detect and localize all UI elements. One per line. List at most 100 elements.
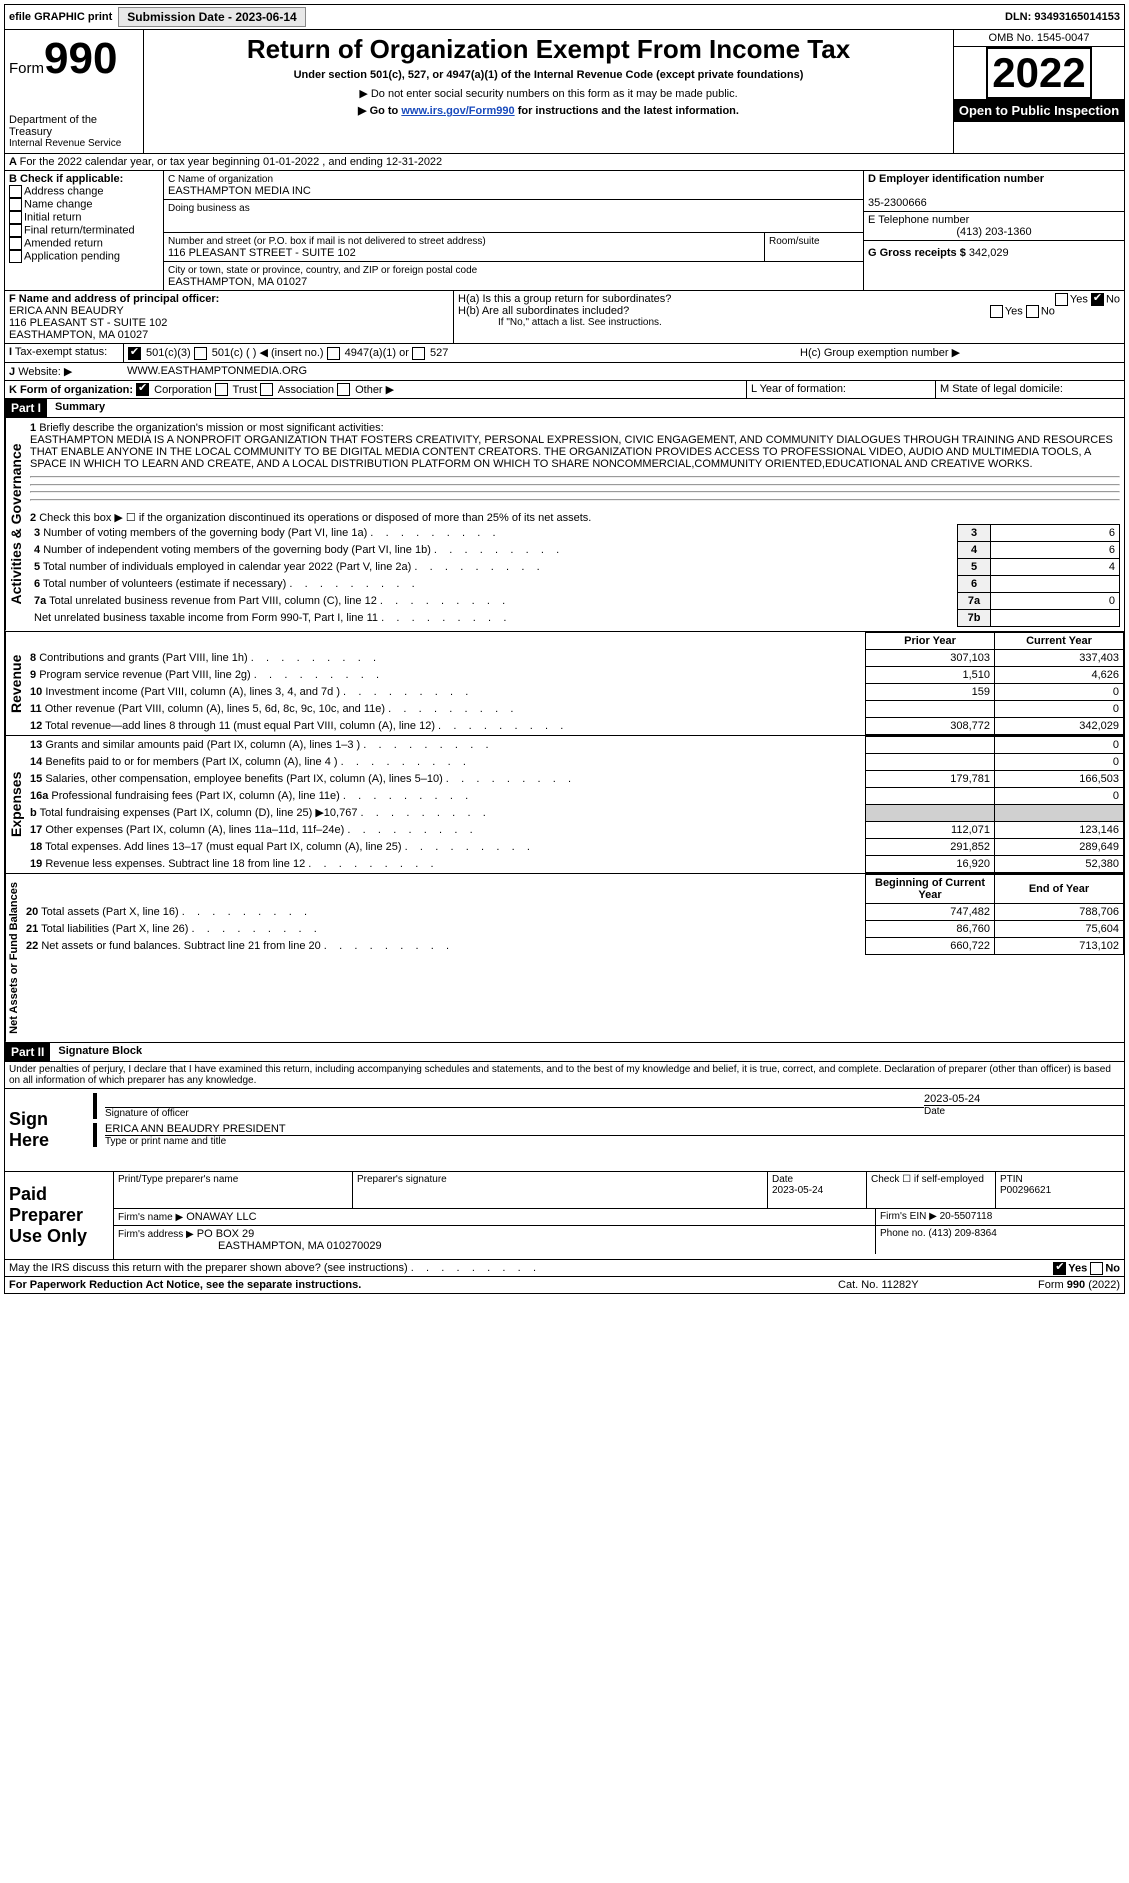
checkbox-application-pending[interactable]: Application pending: [9, 250, 159, 263]
rev-row: 12 Total revenue—add lines 8 through 11 …: [26, 717, 1124, 734]
E-label: E Telephone number: [868, 214, 969, 226]
gross-receipts: 342,029: [969, 247, 1009, 259]
governance-section: Activities & Governance 1 Briefly descri…: [5, 418, 1124, 632]
prep-date: 2023-05-24: [772, 1185, 823, 1196]
irs-label: Internal Revenue Service: [9, 138, 139, 149]
firm-name: ONAWAY LLC: [186, 1211, 256, 1223]
part2-header: Part II Signature Block: [5, 1043, 1124, 1062]
exp-row: 13 Grants and similar amounts paid (Part…: [26, 736, 1124, 753]
exp-row: 17 Other expenses (Part IX, column (A), …: [26, 821, 1124, 838]
gov-row: 7a Total unrelated business revenue from…: [30, 592, 1120, 609]
tax-year: 2022: [986, 47, 1091, 99]
room-label: Room/suite: [769, 236, 820, 247]
Hc-label: H(c) Group exemption number ▶: [796, 344, 1124, 362]
ptin: P00296621: [1000, 1185, 1051, 1196]
efile-label: efile GRAPHIC print: [9, 11, 112, 23]
rev-row: 10 Investment income (Part VIII, column …: [26, 683, 1124, 700]
perjury-declaration: Under penalties of perjury, I declare th…: [5, 1062, 1124, 1089]
section-I: I Tax-exempt status: ✔ 501(c)(3) 501(c) …: [5, 344, 1124, 363]
goto-note: ▶ Go to www.irs.gov/Form990 for instruct…: [148, 104, 949, 117]
irs-link[interactable]: www.irs.gov/Form990: [401, 105, 514, 117]
checkbox-amended-return[interactable]: Amended return: [9, 237, 159, 250]
city-label: City or town, state or province, country…: [168, 265, 477, 276]
self-employed-check[interactable]: Check ☐ if self-employed: [867, 1172, 996, 1208]
officer-name: ERICA ANN BEAUDRY: [9, 305, 124, 317]
checkbox-initial-return[interactable]: Initial return: [9, 211, 159, 224]
Hb-label: H(b) Are all subordinates included?: [458, 305, 629, 317]
Hb-note: If "No," attach a list. See instructions…: [458, 317, 1120, 328]
discuss-row: May the IRS discuss this return with the…: [5, 1260, 1124, 1277]
footer: For Paperwork Reduction Act Notice, see …: [5, 1277, 1124, 1293]
checkbox-final-return-terminated[interactable]: Final return/terminated: [9, 224, 159, 237]
M-label: M State of legal domicile:: [936, 381, 1124, 399]
net-row: 20 Total assets (Part X, line 16)747,482…: [22, 903, 1124, 920]
section-BCDEG: B Check if applicable: Address changeNam…: [5, 171, 1124, 291]
firm-ein: 20-5507118: [940, 1211, 993, 1222]
checkbox-address-change[interactable]: Address change: [9, 185, 159, 198]
line-A: A For the 2022 calendar year, or tax yea…: [5, 154, 1124, 171]
gov-row: 4 Number of independent voting members o…: [30, 541, 1120, 558]
form-footer: Form 990 (2022): [1038, 1279, 1120, 1291]
paid-preparer-block: Paid Preparer Use Only Print/Type prepar…: [5, 1172, 1124, 1260]
prep-name-label: Print/Type preparer's name: [114, 1172, 353, 1208]
net-row: 22 Net assets or fund balances. Subtract…: [22, 937, 1124, 954]
exp-row: 15 Salaries, other compensation, employe…: [26, 770, 1124, 787]
ein: 35-2300666: [868, 197, 927, 209]
submission-date-button[interactable]: Submission Date - 2023-06-14: [118, 7, 305, 27]
firm-phone: (413) 209-8364: [928, 1228, 996, 1239]
exp-row: 19 Revenue less expenses. Subtract line …: [26, 855, 1124, 872]
website: WWW.EASTHAMPTONMEDIA.ORG: [123, 363, 1124, 380]
exp-row: b Total fundraising expenses (Part IX, c…: [26, 804, 1124, 821]
dln: DLN: 93493165014153: [1005, 11, 1120, 23]
section-J: J Website: ▶ WWW.EASTHAMPTONMEDIA.ORG: [5, 363, 1124, 381]
dept-treasury: Department of the Treasury: [9, 114, 139, 138]
part1-header: Part I Summary: [5, 399, 1124, 418]
netassets-section: Net Assets or Fund Balances Beginning of…: [5, 874, 1124, 1043]
prep-sig-label: Preparer's signature: [353, 1172, 768, 1208]
sign-here-block: Sign Here Signature of officer 2023-05-2…: [5, 1089, 1124, 1172]
L-label: L Year of formation:: [747, 381, 936, 399]
gov-row: 6 Total number of volunteers (estimate i…: [30, 575, 1120, 592]
F-label: F Name and address of principal officer:: [9, 293, 219, 305]
exp-row: 16a Professional fundraising fees (Part …: [26, 787, 1124, 804]
sig-officer-label: Signature of officer: [105, 1107, 924, 1119]
expenses-section: Expenses 13 Grants and similar amounts p…: [5, 736, 1124, 874]
officer-addr1: 116 PLEASANT ST - SUITE 102: [9, 317, 167, 329]
revenue-section: Revenue Prior YearCurrent Year8 Contribu…: [5, 632, 1124, 736]
form-title: Return of Organization Exempt From Incom…: [148, 34, 949, 65]
rev-row: 11 Other revenue (Part VIII, column (A),…: [26, 700, 1124, 717]
net-row: 21 Total liabilities (Part X, line 26)86…: [22, 920, 1124, 937]
D-label: D Employer identification number: [868, 173, 1044, 185]
exp-row: 18 Total expenses. Add lines 13–17 (must…: [26, 838, 1124, 855]
org-address: 116 PLEASANT STREET - SUITE 102: [168, 247, 356, 259]
omb-number: OMB No. 1545-0047: [954, 30, 1124, 47]
exp-row: 14 Benefits paid to or for members (Part…: [26, 753, 1124, 770]
org-city: EASTHAMPTON, MA 01027: [168, 276, 307, 288]
dba-label: Doing business as: [168, 203, 250, 214]
phone: (413) 203-1360: [868, 226, 1120, 238]
section-FH: F Name and address of principal officer:…: [5, 291, 1124, 344]
section-KLM: K Form of organization: ✔ Corporation Tr…: [5, 381, 1124, 400]
gov-row: 5 Total number of individuals employed i…: [30, 558, 1120, 575]
B-label: B Check if applicable:: [9, 173, 123, 185]
G-label: G Gross receipts $: [868, 247, 966, 259]
sig-date: 2023-05-24: [924, 1093, 1124, 1105]
form-990-page: efile GRAPHIC print Submission Date - 20…: [4, 4, 1125, 1294]
officer-printed-name: ERICA ANN BEAUDRY PRESIDENT: [105, 1123, 1124, 1135]
rev-row: 8 Contributions and grants (Part VIII, l…: [26, 649, 1124, 666]
firm-addr: PO BOX 29: [197, 1228, 254, 1240]
top-bar: efile GRAPHIC print Submission Date - 20…: [5, 5, 1124, 30]
gov-row: Net unrelated business taxable income fr…: [30, 609, 1120, 626]
firm-city: EASTHAMPTON, MA 010270029: [118, 1240, 871, 1252]
checkbox-name-change[interactable]: Name change: [9, 198, 159, 211]
gov-row: 3 Number of voting members of the govern…: [30, 524, 1120, 541]
org-name: EASTHAMPTON MEDIA INC: [168, 185, 311, 197]
Ha-label: H(a) Is this a group return for subordin…: [458, 293, 671, 305]
form-subtitle: Under section 501(c), 527, or 4947(a)(1)…: [148, 69, 949, 81]
form-number: Form990: [9, 34, 139, 84]
line-2: Check this box ▶ ☐ if the organization d…: [39, 512, 591, 524]
ssn-note: ▶ Do not enter social security numbers o…: [148, 87, 949, 100]
addr-label: Number and street (or P.O. box if mail i…: [168, 236, 486, 247]
C-label: C Name of organization: [168, 174, 273, 185]
mission-text: EASTHAMPTON MEDIA IS A NONPROFIT ORGANIZ…: [30, 434, 1120, 470]
